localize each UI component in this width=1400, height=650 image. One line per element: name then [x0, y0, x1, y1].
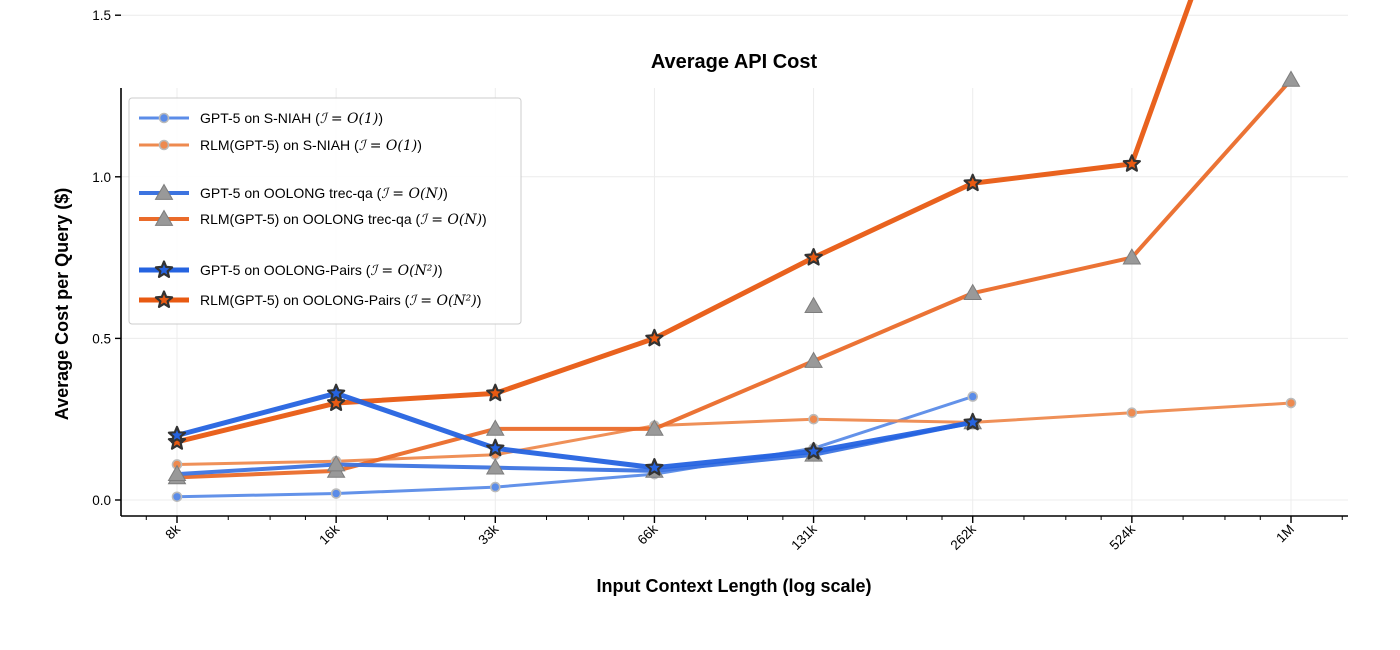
series-line	[174, 390, 976, 471]
legend-label-prefix: GPT-5 on OOLONG-Pairs (	[200, 262, 371, 278]
legend-label-suffix: )	[477, 292, 482, 308]
series-point	[804, 351, 823, 368]
y-tick-label: 1.0	[92, 170, 111, 185]
series-point	[963, 412, 982, 431]
series-point	[963, 283, 983, 301]
legend-label-prefix: RLM(GPT-5) on OOLONG trec-qa (	[200, 211, 420, 227]
x-tick-label-33k: 33k	[475, 521, 501, 547]
legend-label-complexity: O(1)	[347, 111, 378, 127]
legend-label: RLM(GPT-5) on OOLONG trec-qa (ℐ = O(N))	[200, 211, 487, 228]
chart-title: Average API Cost	[651, 51, 818, 73]
legend-label-complexity: O(N)	[447, 212, 482, 228]
legend-label-suffix: )	[438, 262, 443, 278]
legend-marker	[154, 209, 174, 226]
series-line	[175, 395, 975, 499]
series-point	[967, 391, 979, 402]
legend-marker	[158, 139, 170, 151]
legend-marker	[154, 290, 174, 308]
legend-item-2: GPT-5 on OOLONG trec-qa (ℐ = O(N))	[139, 183, 448, 202]
x-tick-label-1M: 1M	[1273, 522, 1297, 546]
series-point	[645, 328, 664, 347]
annotation-point	[804, 296, 823, 313]
x-axis-label: Input Context Length (log scale)	[597, 576, 872, 596]
series-line	[175, 420, 975, 477]
legend: GPT-5 on S-NIAH (ℐ = O(1))RLM(GPT-5) on …	[128, 97, 522, 325]
series-point	[963, 173, 982, 192]
legend-label-prefix: RLM(GPT-5) on OOLONG-Pairs (	[200, 292, 410, 308]
legend-label-symbol: ℐ =	[370, 263, 397, 279]
x-tick-label-524k: 524k	[1107, 521, 1138, 552]
legend-label: RLM(GPT-5) on S-NIAH (ℐ = O(1))	[200, 137, 422, 154]
legend-label-prefix: GPT-5 on S-NIAH (	[200, 110, 320, 126]
legend-label-symbol: ℐ =	[409, 293, 436, 309]
series-point	[804, 441, 823, 460]
series-point	[1126, 407, 1138, 419]
series-point	[326, 454, 346, 472]
legend-label: RLM(GPT-5) on OOLONG-Pairs (ℐ = O(N²))	[200, 292, 481, 309]
series-point	[1285, 397, 1297, 409]
legend-box	[128, 97, 522, 325]
series-point	[645, 458, 664, 476]
series-point	[1281, 70, 1301, 87]
legend-label-prefix: GPT-5 on OOLONG trec-qa (	[200, 185, 382, 201]
x-tick-label-66k: 66k	[635, 521, 661, 547]
legend-label-symbol: ℐ =	[359, 138, 386, 154]
legend-label: GPT-5 on S-NIAH (ℐ = O(1))	[200, 110, 383, 127]
legend-label-complexity: O(1)	[386, 138, 417, 154]
series-point	[167, 464, 187, 482]
axes	[120, 88, 1348, 517]
series-point	[171, 491, 183, 503]
series-point	[486, 383, 505, 402]
legend-label-symbol: ℐ =	[381, 186, 408, 202]
legend-item-1: RLM(GPT-5) on S-NIAH (ℐ = O(1))	[139, 137, 422, 154]
series-point	[485, 458, 505, 475]
legend-marker	[158, 112, 170, 124]
legend-label-suffix: )	[443, 185, 448, 201]
series-point	[489, 481, 501, 493]
y-tick-label: 0.5	[92, 331, 111, 346]
series-2	[167, 412, 983, 482]
series-4	[167, 383, 982, 476]
legend-item-3: RLM(GPT-5) on OOLONG trec-qa (ℐ = O(N))	[139, 209, 487, 228]
y-axis-label: Average Cost per Query ($)	[52, 188, 72, 420]
series-point	[327, 383, 346, 402]
y-tick-label: 1.5	[92, 8, 111, 23]
series-point	[1122, 248, 1142, 265]
legend-marker	[154, 183, 174, 200]
legend-label-complexity: O(N²)	[436, 293, 476, 309]
legend-label-prefix: RLM(GPT-5) on S-NIAH (	[200, 137, 359, 153]
series-point	[804, 248, 823, 266]
series-point	[486, 438, 505, 457]
legend-marker	[154, 260, 174, 278]
y-tick-label: 0.0	[92, 493, 111, 508]
legend-label-symbol: ℐ =	[320, 111, 347, 127]
x-tick-label-131k: 131k	[788, 521, 819, 552]
legend-item-0: GPT-5 on S-NIAH (ℐ = O(1))	[139, 110, 383, 127]
series-layer	[167, 0, 1301, 503]
legend-label-suffix: )	[378, 110, 383, 126]
series-point	[167, 425, 187, 444]
legend-label-complexity: O(N²)	[398, 263, 438, 279]
series-line	[175, 401, 1293, 466]
legend-item-5: RLM(GPT-5) on OOLONG-Pairs (ℐ = O(N²))	[139, 290, 481, 309]
legend-label-suffix: )	[417, 137, 422, 153]
series-point	[330, 488, 342, 499]
legend-label-complexity: O(N)	[409, 186, 444, 202]
legend-item-4: GPT-5 on OOLONG-Pairs (ℐ = O(N²))	[139, 260, 443, 279]
legend-label-symbol: ℐ =	[420, 212, 447, 228]
series-point	[167, 432, 187, 450]
x-tick-label-262k: 262k	[948, 521, 979, 552]
x-tick-label-8k: 8k	[162, 521, 183, 542]
legend-label-suffix: )	[482, 211, 487, 227]
series-point	[808, 413, 819, 425]
legend-label: GPT-5 on OOLONG-Pairs (ℐ = O(N²))	[200, 262, 443, 279]
series-point	[645, 419, 664, 436]
x-tick-label-16k: 16k	[316, 521, 342, 547]
legend-label: GPT-5 on OOLONG trec-qa (ℐ = O(N))	[200, 185, 448, 202]
series-point	[485, 419, 505, 436]
series-point	[1122, 154, 1142, 172]
